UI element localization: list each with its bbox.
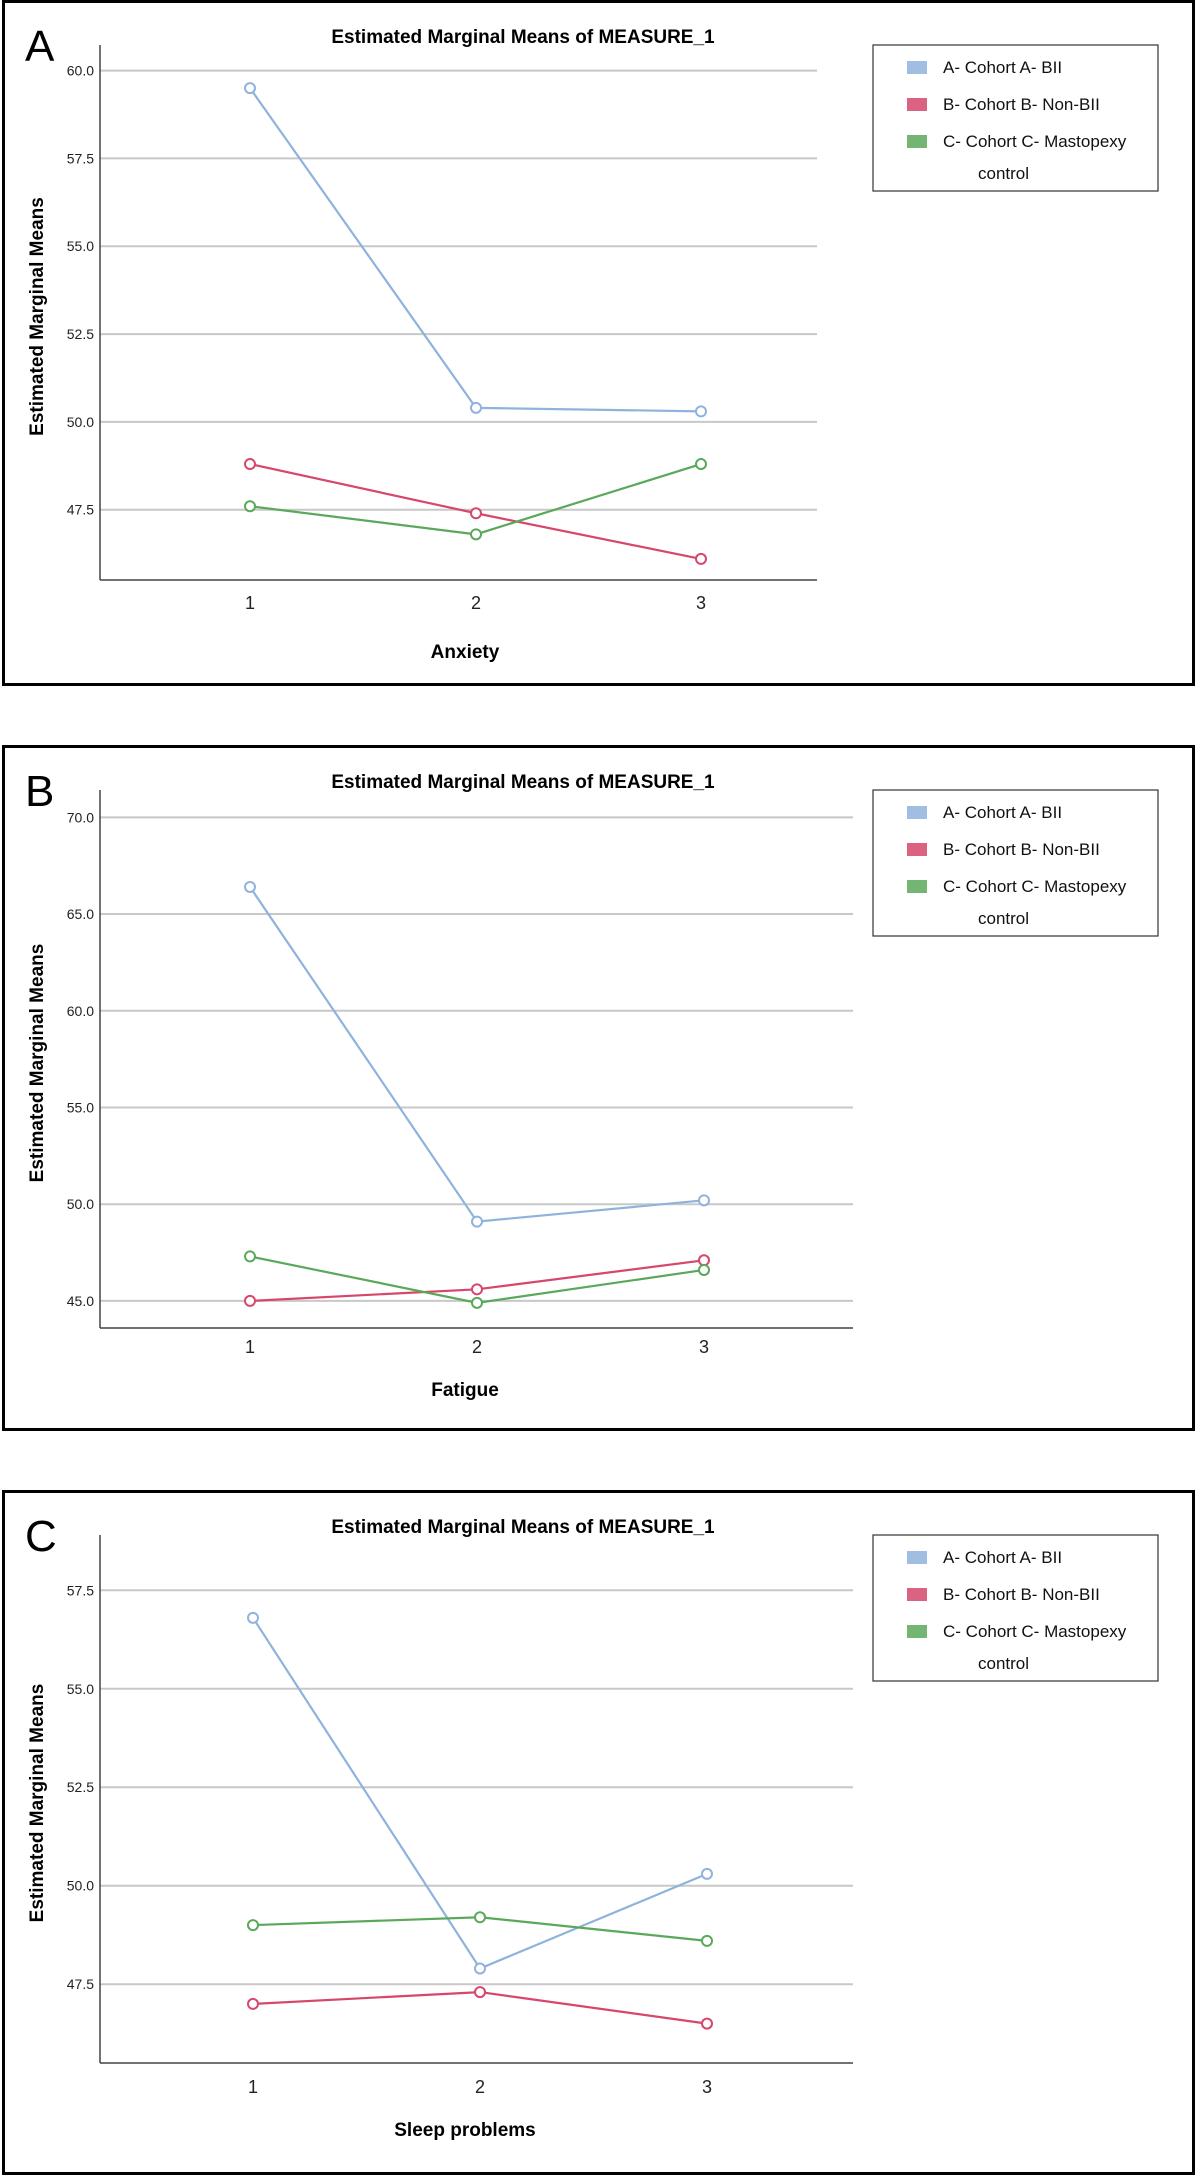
legend-swatch xyxy=(907,1588,927,1601)
legend-label: C- Cohort C- Mastopexy control xyxy=(943,1622,1127,1673)
x-tick-label: 1 xyxy=(245,593,255,613)
y-axis-label: Estimated Marginal Means xyxy=(27,1684,48,1923)
y-tick-label: 55.0 xyxy=(67,1099,94,1115)
data-point xyxy=(474,1986,486,1999)
y-tick-label: 50.0 xyxy=(67,1196,94,1212)
data-point xyxy=(695,405,707,418)
x-axis-label: Anxiety xyxy=(431,642,500,663)
chart-title: Estimated Marginal Means of MEASURE_1 xyxy=(331,1517,715,1538)
chart-title: Estimated Marginal Means of MEASURE_1 xyxy=(331,772,715,793)
data-point xyxy=(701,2017,713,2030)
series-line xyxy=(249,463,702,536)
chart-title: Estimated Marginal Means of MEASURE_1 xyxy=(331,27,715,48)
y-tick-label: 50.0 xyxy=(67,414,94,430)
series-line xyxy=(249,87,702,413)
legend-label: B- Cohort B- Non-BII xyxy=(943,840,1100,859)
data-point xyxy=(244,1294,256,1307)
panel-letter: B xyxy=(25,767,54,816)
data-point xyxy=(244,458,256,471)
y-tick-label: 52.5 xyxy=(67,326,94,342)
x-tick-label: 2 xyxy=(475,2077,485,2097)
legend-swatch xyxy=(907,880,927,893)
x-tick-label: 2 xyxy=(471,593,481,613)
data-point xyxy=(698,1263,710,1276)
data-point xyxy=(470,528,482,541)
y-tick-label: 60.0 xyxy=(67,1003,94,1019)
chart-panel-c: C Estimated Marginal Means of MEASURE_1 47… xyxy=(2,1490,1195,2175)
y-tick-label: 65.0 xyxy=(67,906,94,922)
legend-label: B- Cohort B- Non-BII xyxy=(943,95,1100,114)
data-point xyxy=(470,507,482,520)
data-point xyxy=(471,1215,483,1228)
legend-swatch xyxy=(907,61,927,74)
legend-swatch xyxy=(907,806,927,819)
panel-letter: A xyxy=(25,22,55,71)
data-point xyxy=(244,880,256,893)
data-point xyxy=(244,1250,256,1263)
data-point xyxy=(698,1254,710,1267)
legend-swatch xyxy=(907,843,927,856)
y-tick-label: 70.0 xyxy=(67,809,94,825)
y-tick-label: 50.0 xyxy=(67,1878,94,1894)
legend-swatch xyxy=(907,98,927,111)
data-point xyxy=(471,1283,483,1296)
data-point xyxy=(474,1911,486,1924)
x-tick-label: 1 xyxy=(245,1337,255,1357)
data-point xyxy=(471,1296,483,1309)
y-tick-label: 55.0 xyxy=(67,1681,94,1697)
legend-label: A- Cohort A- BII xyxy=(943,803,1062,822)
x-tick-label: 3 xyxy=(696,593,706,613)
data-point xyxy=(698,1194,710,1207)
x-axis-label: Sleep problems xyxy=(394,2120,536,2141)
data-point xyxy=(244,82,256,95)
data-point xyxy=(701,1934,713,1947)
legend-label: A- Cohort A- BII xyxy=(943,58,1062,77)
y-tick-label: 52.5 xyxy=(67,1779,94,1795)
panel-letter: C xyxy=(25,1512,57,1561)
y-tick-label: 47.5 xyxy=(67,1976,94,1992)
y-tick-label: 45.0 xyxy=(67,1293,94,1309)
chart-panel-a: A Estimated Marginal Means of MEASURE_1 47… xyxy=(2,0,1195,686)
legend-label: C- Cohort C- Mastopexy control xyxy=(943,132,1127,183)
chart-svg-a: A Estimated Marginal Means of MEASURE_1 47… xyxy=(25,22,1159,663)
x-tick-label: 1 xyxy=(248,2077,258,2097)
y-axis-label: Estimated Marginal Means xyxy=(27,197,48,436)
x-tick-label: 2 xyxy=(472,1337,482,1357)
data-point xyxy=(247,1919,259,1932)
y-axis-label: Estimated Marginal Means xyxy=(27,944,48,1183)
series-line xyxy=(249,886,705,1223)
chart-panel-b: B Estimated Marginal Means of MEASURE_1 45… xyxy=(2,745,1195,1431)
data-point xyxy=(247,1997,259,2010)
chart-svg-b: B Estimated Marginal Means of MEASURE_1 45… xyxy=(25,767,1159,1401)
legend-swatch xyxy=(907,135,927,148)
y-tick-label: 57.5 xyxy=(67,150,94,166)
data-point xyxy=(695,552,707,565)
y-tick-label: 60.0 xyxy=(67,63,94,79)
chart-svg-c: C Estimated Marginal Means of MEASURE_1 47… xyxy=(25,1512,1159,2141)
data-point xyxy=(247,1611,259,1624)
x-tick-label: 3 xyxy=(702,2077,712,2097)
data-point xyxy=(470,401,482,414)
series-line xyxy=(249,1255,705,1304)
legend-label: B- Cohort B- Non-BII xyxy=(943,1585,1100,1604)
y-tick-label: 57.5 xyxy=(67,1582,94,1598)
data-point xyxy=(695,458,707,471)
legend-swatch xyxy=(907,1551,927,1564)
legend-label: C- Cohort C- Mastopexy control xyxy=(943,877,1127,928)
legend-label: A- Cohort A- BII xyxy=(943,1548,1062,1567)
legend-swatch xyxy=(907,1625,927,1638)
data-point xyxy=(244,500,256,513)
data-point xyxy=(701,1867,713,1880)
y-tick-label: 55.0 xyxy=(67,238,94,254)
x-axis-label: Fatigue xyxy=(431,1380,499,1401)
data-point xyxy=(474,1962,486,1975)
y-tick-label: 47.5 xyxy=(67,502,94,518)
x-tick-label: 3 xyxy=(699,1337,709,1357)
